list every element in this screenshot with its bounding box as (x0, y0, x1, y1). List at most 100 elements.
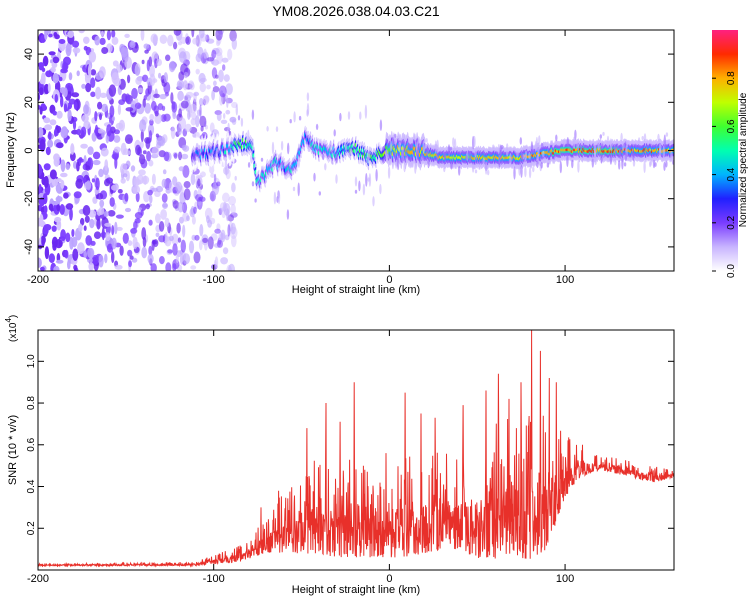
noise-speck (80, 126, 87, 138)
ridge-smear (593, 144, 597, 159)
noise-speck (165, 54, 171, 62)
noise-speck (87, 146, 94, 156)
noise-speck (199, 224, 204, 237)
noise-speck (190, 265, 197, 270)
noise-speck (167, 34, 174, 47)
noise-speck (225, 83, 233, 95)
noise-speck (149, 119, 154, 126)
noise-speck (104, 222, 112, 227)
noise-speck (129, 255, 134, 260)
noise-speck (104, 159, 109, 171)
snr-x-ticks: -200 -100 0 100 (27, 330, 574, 585)
ridge-smear (226, 97, 229, 109)
noise-speck (135, 191, 140, 203)
ridge-smear (250, 153, 253, 164)
noise-speck (158, 221, 165, 232)
ridge-smear (528, 167, 532, 179)
ridge-smear (359, 111, 362, 120)
noise-speck (83, 104, 89, 115)
noise-speck (130, 165, 136, 172)
noise-speck (221, 57, 229, 63)
x-tick-label: 0 (386, 274, 392, 286)
noise-speck (146, 150, 152, 162)
noise-speck (183, 80, 188, 89)
noise-speck (181, 153, 189, 160)
ridge-smear (602, 154, 605, 160)
colorbar-tick-label: 0.8 (726, 71, 737, 85)
ridge-smear (542, 150, 545, 158)
noise-speck (222, 192, 230, 203)
noise-speck (94, 111, 98, 122)
noise-speck (158, 235, 166, 243)
ridge-smear (292, 186, 296, 192)
noise-speck (147, 189, 153, 196)
noise-speck (115, 214, 124, 219)
noise-speck (124, 134, 133, 145)
noise-speck (216, 239, 223, 248)
noise-speck (156, 58, 163, 66)
noise-speck (210, 173, 216, 179)
noise-speck (215, 74, 219, 79)
noise-speck (116, 226, 123, 231)
ridge-smear (322, 154, 325, 161)
noise-speck (101, 47, 109, 54)
ridge-smear (530, 141, 534, 155)
noise-speck (43, 117, 51, 124)
ridge-smear (538, 135, 541, 145)
noise-speck (105, 232, 111, 242)
snr-y-ticks: 0.2 0.4 0.6 0.8 1.0 (26, 354, 674, 535)
noise-speck (88, 262, 94, 271)
ridge-smear (520, 164, 523, 178)
noise-speck (151, 173, 156, 185)
colorbar-ticks: 0.0 0.2 0.4 0.6 0.8 (712, 71, 737, 278)
ridge-smear (484, 161, 488, 175)
ridge-smear (324, 163, 327, 171)
noise-speck (207, 219, 213, 228)
noise-speck (132, 236, 138, 250)
noise-speck (41, 67, 46, 72)
ridge-smear (391, 136, 394, 146)
noise-speck (73, 101, 78, 110)
noise-speck (135, 77, 142, 85)
ridge-smear (571, 139, 575, 144)
noise-speck (117, 104, 121, 116)
ridge-smear (576, 141, 579, 151)
ridge-smear (518, 164, 521, 176)
ridge-smear (663, 161, 666, 171)
ridge-smear (422, 156, 425, 161)
snr-x-axis-label: Height of straight line (km) (292, 584, 420, 596)
noise-speck (39, 213, 44, 226)
snr-series-line (38, 330, 674, 568)
noise-speck (84, 215, 90, 223)
ridge-smear (506, 143, 509, 152)
ridge-smear (540, 161, 543, 169)
noise-speck (128, 260, 133, 268)
noise-speck (59, 87, 66, 94)
ridge-smear (506, 148, 509, 157)
noise-speck (91, 132, 97, 142)
ridge-smear (403, 134, 407, 143)
noise-speck (114, 264, 123, 270)
noise-speck (64, 249, 69, 259)
noise-speck (148, 159, 154, 167)
ridge-smear (425, 138, 428, 143)
noise-speck (118, 99, 125, 105)
ridge-smear (215, 147, 219, 158)
noise-speck (141, 59, 145, 65)
noise-speck (133, 220, 138, 230)
noise-speck (58, 39, 66, 44)
x-tick-label: -100 (203, 274, 225, 286)
ridge-smear (223, 113, 226, 119)
spectrogram-image (38, 30, 674, 271)
noise-speck (81, 83, 86, 89)
noise-speck (40, 266, 45, 271)
ridge-smear (416, 147, 419, 160)
ridge-smear (601, 143, 604, 149)
ridge-smear (315, 123, 319, 130)
noise-speck (60, 159, 66, 172)
ridge-smear (426, 145, 429, 157)
noise-speck (52, 73, 59, 84)
ridge-smear (606, 135, 610, 149)
noise-speck (48, 51, 56, 56)
y-tick-label: 40 (23, 48, 35, 60)
